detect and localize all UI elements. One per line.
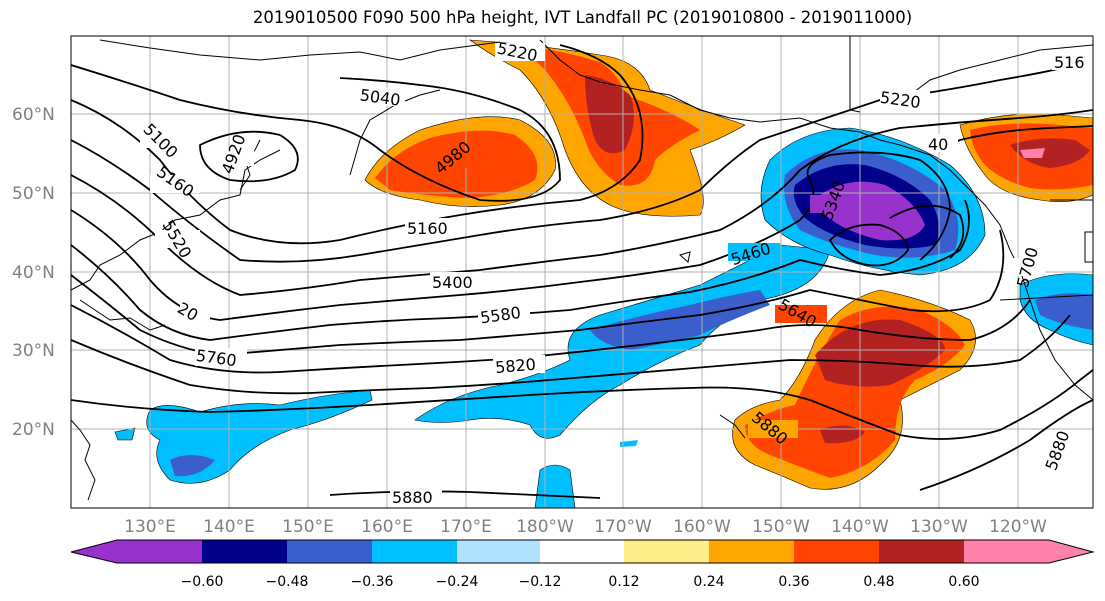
lon-label: 180°W: [516, 517, 574, 537]
contour-label: 5160: [407, 219, 448, 238]
lat-label: 60°N: [12, 105, 55, 125]
lon-label: 170°W: [594, 517, 652, 537]
colorbar-swatch: [202, 540, 287, 563]
colorbar-swatch: [964, 540, 1049, 563]
colorbar-swatch: [540, 540, 624, 563]
colorbar-tick: −0.48: [266, 574, 309, 590]
colorbar-tick: −0.12: [519, 574, 562, 590]
lon-label: 170°E: [440, 517, 492, 537]
colorbar-swatch: [794, 540, 879, 563]
colorbar-extend-max: [1049, 540, 1093, 563]
colorbar-swatch: [709, 540, 794, 563]
colorbar-swatch: [372, 540, 457, 563]
contour-label: 5880: [392, 488, 433, 507]
colorbar-tick: 0.60: [948, 574, 979, 590]
lon-label: 150°W: [752, 517, 810, 537]
longitude-labels: 130°E 140°E 150°E 160°E 170°E 180°W 170°…: [124, 517, 1047, 537]
map-title: 2019010500 F090 500 hPa height, IVT Land…: [252, 8, 913, 27]
colorbar-tick: −0.36: [351, 574, 394, 590]
lat-label: 20°N: [12, 420, 55, 440]
colorbar-tick: −0.60: [181, 574, 224, 590]
map-frame: [70, 35, 1094, 509]
colorbar-swatch: [879, 540, 964, 563]
contour-label: 40: [928, 135, 948, 154]
lon-label: 140°E: [203, 517, 255, 537]
colorbar-tick: 0.48: [863, 574, 894, 590]
lat-label: 40°N: [12, 263, 55, 283]
lat-label: 30°N: [12, 341, 55, 361]
lat-label: 50°N: [12, 184, 55, 204]
colorbar: [70, 539, 1095, 564]
lon-label: 150°E: [282, 517, 334, 537]
graticule: [71, 36, 1093, 508]
colorbar-extend-min: [71, 540, 117, 563]
coastlines: [71, 36, 1093, 501]
latitude-labels: 60°N 50°N 40°N 30°N 20°N: [12, 105, 55, 440]
lon-label: 140°W: [831, 517, 889, 537]
colorbar-tick: −0.24: [436, 574, 479, 590]
colorbar-ticks: −0.60 −0.48 −0.36 −0.24 −0.12 0.12 0.24 …: [181, 574, 980, 590]
lon-label: 160°W: [673, 517, 731, 537]
contour-label: 516: [1054, 53, 1085, 72]
lon-label: 120°W: [989, 517, 1047, 537]
colorbar-tick: 0.12: [608, 574, 639, 590]
colorbar-tick: 0.36: [778, 574, 809, 590]
contour-label: 5820: [494, 355, 536, 377]
colorbar-swatch: [287, 540, 372, 563]
colorbar-swatch: [457, 540, 540, 563]
colorbar-tick: 0.24: [693, 574, 724, 590]
contour-label: 5400: [432, 273, 473, 292]
colorbar-swatch: [117, 540, 202, 563]
lon-label: 130°W: [910, 517, 968, 537]
lon-label: 160°E: [361, 517, 413, 537]
colorbar-swatch: [624, 540, 709, 563]
lon-label: 130°E: [124, 517, 176, 537]
